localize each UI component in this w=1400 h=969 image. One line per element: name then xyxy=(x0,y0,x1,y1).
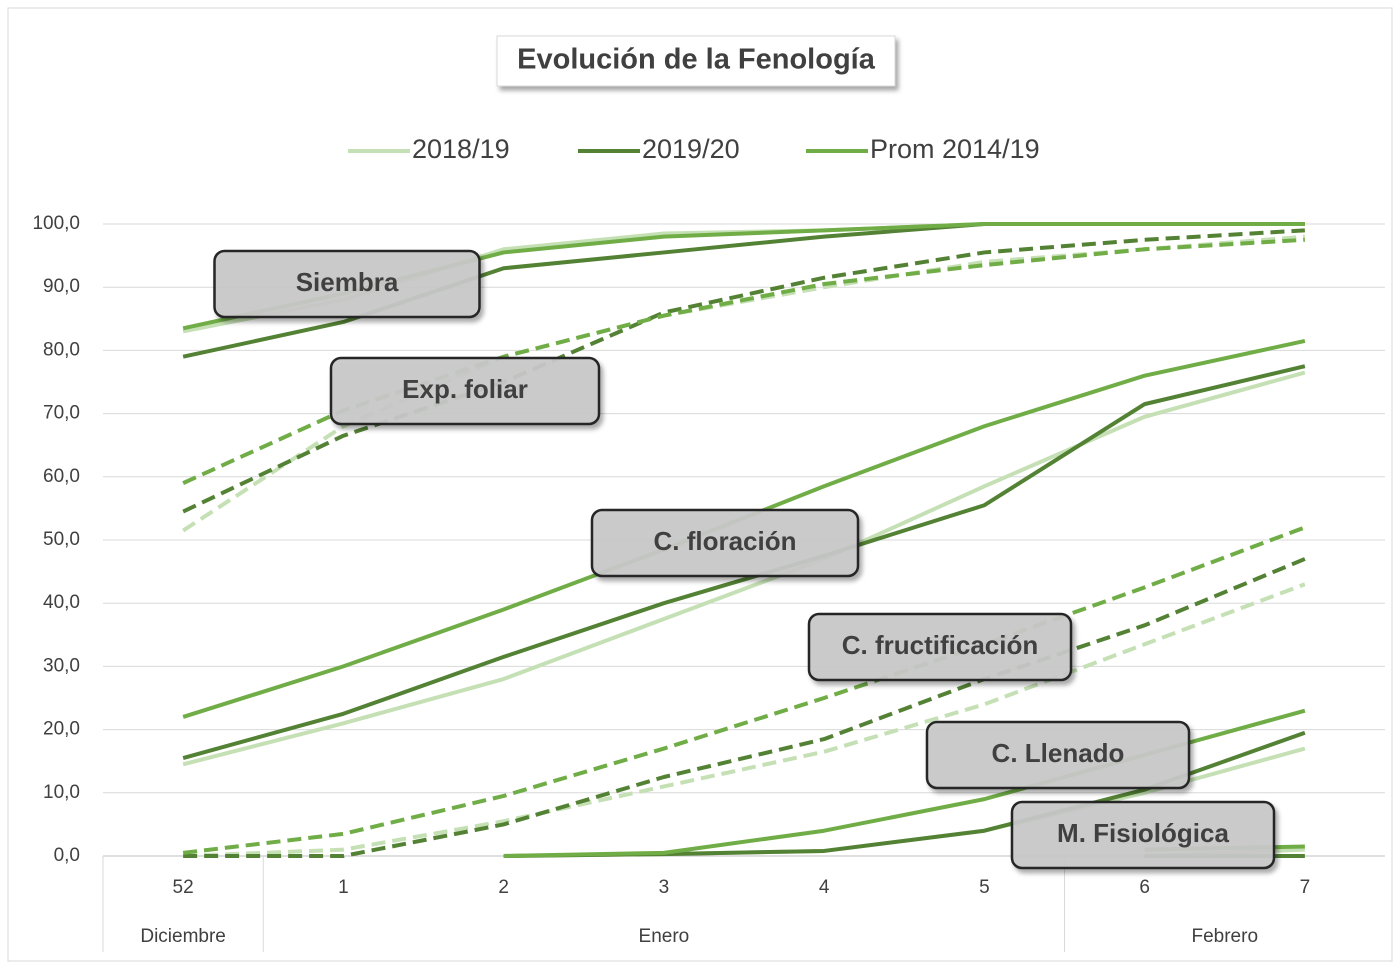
group-label: Diciembre xyxy=(140,926,226,947)
series-line xyxy=(182,525,1306,855)
y-tick-label: 10,0 xyxy=(43,782,80,803)
phase-label: C. fructificación xyxy=(842,630,1038,660)
x-tick-label: 2 xyxy=(498,877,509,898)
y-tick-label: 100,0 xyxy=(32,213,80,234)
phase-label: Siembra xyxy=(296,267,399,297)
phase-box xyxy=(213,249,481,319)
phase-label: C. Llenado xyxy=(992,738,1125,768)
y-tick-label: 20,0 xyxy=(43,719,80,740)
legend-label: 2018/19 xyxy=(412,134,510,164)
phase-box xyxy=(590,508,860,578)
y-tick-label: 60,0 xyxy=(43,466,80,487)
title-box xyxy=(496,35,896,87)
y-tick-label: 30,0 xyxy=(43,655,80,676)
y-tick-label: 70,0 xyxy=(43,403,80,424)
x-tick-label: 5 xyxy=(979,877,990,898)
phase-label: M. Fisiológica xyxy=(1057,818,1229,848)
phase-label: C. floración xyxy=(653,526,796,556)
x-tick-label: 7 xyxy=(1300,877,1311,898)
series-line xyxy=(182,237,1305,485)
x-tick-label: 4 xyxy=(819,877,830,898)
x-tick-label: 1 xyxy=(338,877,349,898)
y-tick-label: 50,0 xyxy=(43,529,80,550)
phase-box xyxy=(1010,800,1276,870)
phase-box xyxy=(807,612,1073,682)
series-line xyxy=(183,557,1306,858)
legend-label: Prom 2014/19 xyxy=(870,134,1040,164)
phase-box xyxy=(925,720,1191,790)
group-label: Febrero xyxy=(1191,926,1258,947)
y-tick-label: 40,0 xyxy=(43,592,80,613)
group-label: Enero xyxy=(639,926,690,947)
y-tick-label: 90,0 xyxy=(43,276,80,297)
legend-label: 2019/20 xyxy=(642,134,740,164)
phase-box xyxy=(329,356,601,426)
y-tick-label: 80,0 xyxy=(43,339,80,360)
y-tick-label: 0,0 xyxy=(54,845,80,866)
series-line xyxy=(182,364,1306,760)
phase-label: Exp. foliar xyxy=(402,374,528,404)
x-tick-label: 3 xyxy=(659,877,670,898)
chart-title: Evolución de la Fenología xyxy=(517,44,876,76)
x-tick-label: 6 xyxy=(1139,877,1150,898)
series-line xyxy=(182,370,1306,767)
series-line xyxy=(183,582,1306,858)
x-tick-label: 52 xyxy=(173,877,194,898)
